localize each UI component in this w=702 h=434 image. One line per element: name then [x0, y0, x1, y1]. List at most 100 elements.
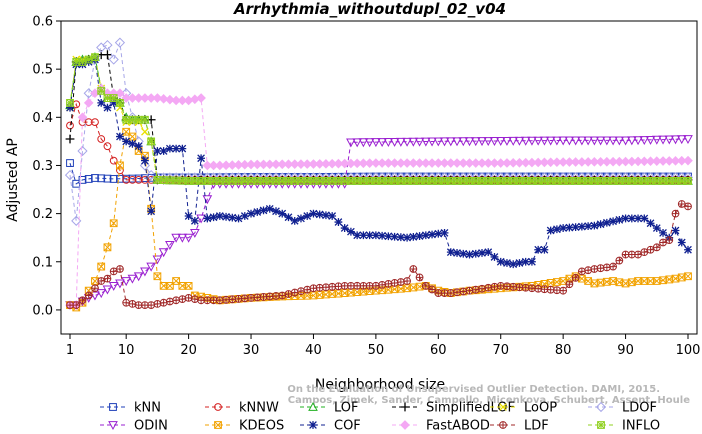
legend-label-cof: COF — [334, 419, 361, 434]
data-point-odin — [470, 137, 481, 147]
data-point-knn — [103, 174, 112, 183]
data-point-ldf — [684, 202, 692, 211]
data-point-odin — [152, 255, 163, 265]
data-point-knn — [78, 176, 87, 184]
data-point-cof — [496, 257, 505, 266]
data-point-odin — [140, 267, 150, 277]
data-point-inflo — [84, 55, 93, 64]
data-point-cof — [446, 248, 455, 257]
data-point-knn — [109, 175, 118, 183]
data-point-odin — [190, 228, 200, 238]
data-point-odin — [595, 136, 606, 146]
x-tick-label: 1 — [66, 343, 74, 358]
data-point-cof — [652, 224, 661, 232]
data-point-cof — [453, 249, 461, 257]
data-point-ldof — [102, 39, 113, 51]
legend-label-knnw: kNNW — [239, 401, 279, 416]
data-point-cof — [303, 212, 312, 220]
data-point-cof — [534, 245, 543, 254]
data-point-cof — [396, 233, 405, 242]
data-point-knnw — [103, 142, 112, 151]
data-point-ldf — [652, 243, 661, 252]
data-point-cof — [284, 213, 293, 222]
legend-marker-knn — [109, 403, 117, 411]
watermark-line-2: Campos, Zimek, Sander, Campello, Micenko… — [288, 395, 690, 406]
data-point-ldf — [297, 287, 305, 295]
data-point-simplifiedlof — [103, 50, 112, 60]
data-point-ldof — [114, 37, 126, 48]
legend-label-knn: kNN — [134, 401, 161, 416]
data-point-cof — [328, 212, 337, 220]
data-point-kdeos — [659, 276, 667, 285]
legend-label-ldf: LDF — [524, 419, 549, 434]
data-point-kdeos — [546, 279, 555, 287]
data-point-kdeos — [602, 277, 611, 286]
data-point-kdeos — [153, 272, 162, 281]
data-point-ldf — [172, 296, 181, 305]
data-point-cof — [503, 259, 511, 267]
data-point-odin — [358, 138, 369, 148]
data-point-cof — [409, 232, 418, 241]
legend-label-odin: ODIN — [134, 419, 168, 434]
series-group — [64, 37, 694, 312]
data-point-kdeos — [621, 279, 630, 288]
data-point-ldf — [615, 256, 624, 265]
data-point-kdeos — [671, 274, 680, 283]
legend-label-simplifiedlof: SimplifiedLOF — [426, 401, 515, 416]
data-point-ldf — [284, 290, 293, 298]
data-point-odin — [464, 137, 475, 147]
data-point-odin — [165, 241, 175, 250]
legend-marker-kdeos — [214, 421, 222, 429]
data-point-cof — [297, 214, 305, 223]
data-point-fastabod — [683, 155, 693, 166]
y-tick-label: 0.3 — [32, 159, 53, 174]
data-point-odin — [477, 137, 487, 147]
data-point-odin — [146, 262, 156, 272]
data-point-kdeos — [116, 161, 124, 170]
data-point-cof — [609, 217, 617, 226]
axis-ticks: 1 10 20 30 40 50 60 70 80 90 100 0.0 0.1 0.2 0.3 0.4 0.5… — [32, 15, 700, 359]
data-point-cof — [528, 257, 536, 266]
x-tick-label: 20 — [180, 343, 197, 358]
data-point-ldf — [403, 277, 411, 285]
data-point-odin — [371, 138, 381, 148]
data-point-kdeos — [409, 283, 418, 292]
data-point-cof — [565, 223, 574, 232]
data-point-kdeos — [184, 281, 193, 290]
data-point-cof — [203, 214, 212, 223]
data-point-cof — [421, 231, 430, 240]
data-point-ldf — [147, 301, 156, 309]
data-point-ldf — [671, 209, 680, 218]
data-point-ldf — [190, 295, 199, 303]
legend-item-odin: ODIN — [100, 419, 168, 434]
data-point-fastabod — [152, 93, 163, 103]
y-tick-label: 0.2 — [32, 207, 53, 222]
legend-item-lof: LOF — [300, 401, 359, 416]
data-point-cof — [147, 207, 156, 216]
legend-label-ldof: LDOF — [622, 401, 657, 416]
data-point-cof — [515, 259, 524, 267]
data-point-cof — [509, 260, 518, 269]
data-point-knnw — [84, 118, 93, 127]
data-point-cof — [571, 223, 580, 231]
data-point-knnw — [66, 121, 74, 130]
data-point-cof — [540, 245, 549, 254]
data-point-cof — [272, 207, 280, 216]
data-point-cof — [97, 98, 106, 107]
data-point-ldf — [596, 264, 605, 273]
data-point-inflo — [684, 176, 692, 185]
legend-item-ldf: LDF — [490, 419, 549, 434]
data-point-odin — [602, 136, 612, 146]
data-point-odin — [508, 136, 519, 146]
data-point-cof — [278, 209, 287, 218]
legend-item-knn: kNN — [100, 401, 161, 416]
data-point-ldof — [108, 54, 119, 65]
data-point-ldf — [153, 300, 162, 308]
data-point-ldf — [384, 280, 393, 288]
data-point-cof — [128, 139, 137, 148]
data-point-odin — [96, 289, 107, 299]
data-point-ldf — [290, 288, 299, 297]
y-tick-label: 0.0 — [32, 303, 53, 318]
data-point-kdeos — [165, 281, 174, 290]
